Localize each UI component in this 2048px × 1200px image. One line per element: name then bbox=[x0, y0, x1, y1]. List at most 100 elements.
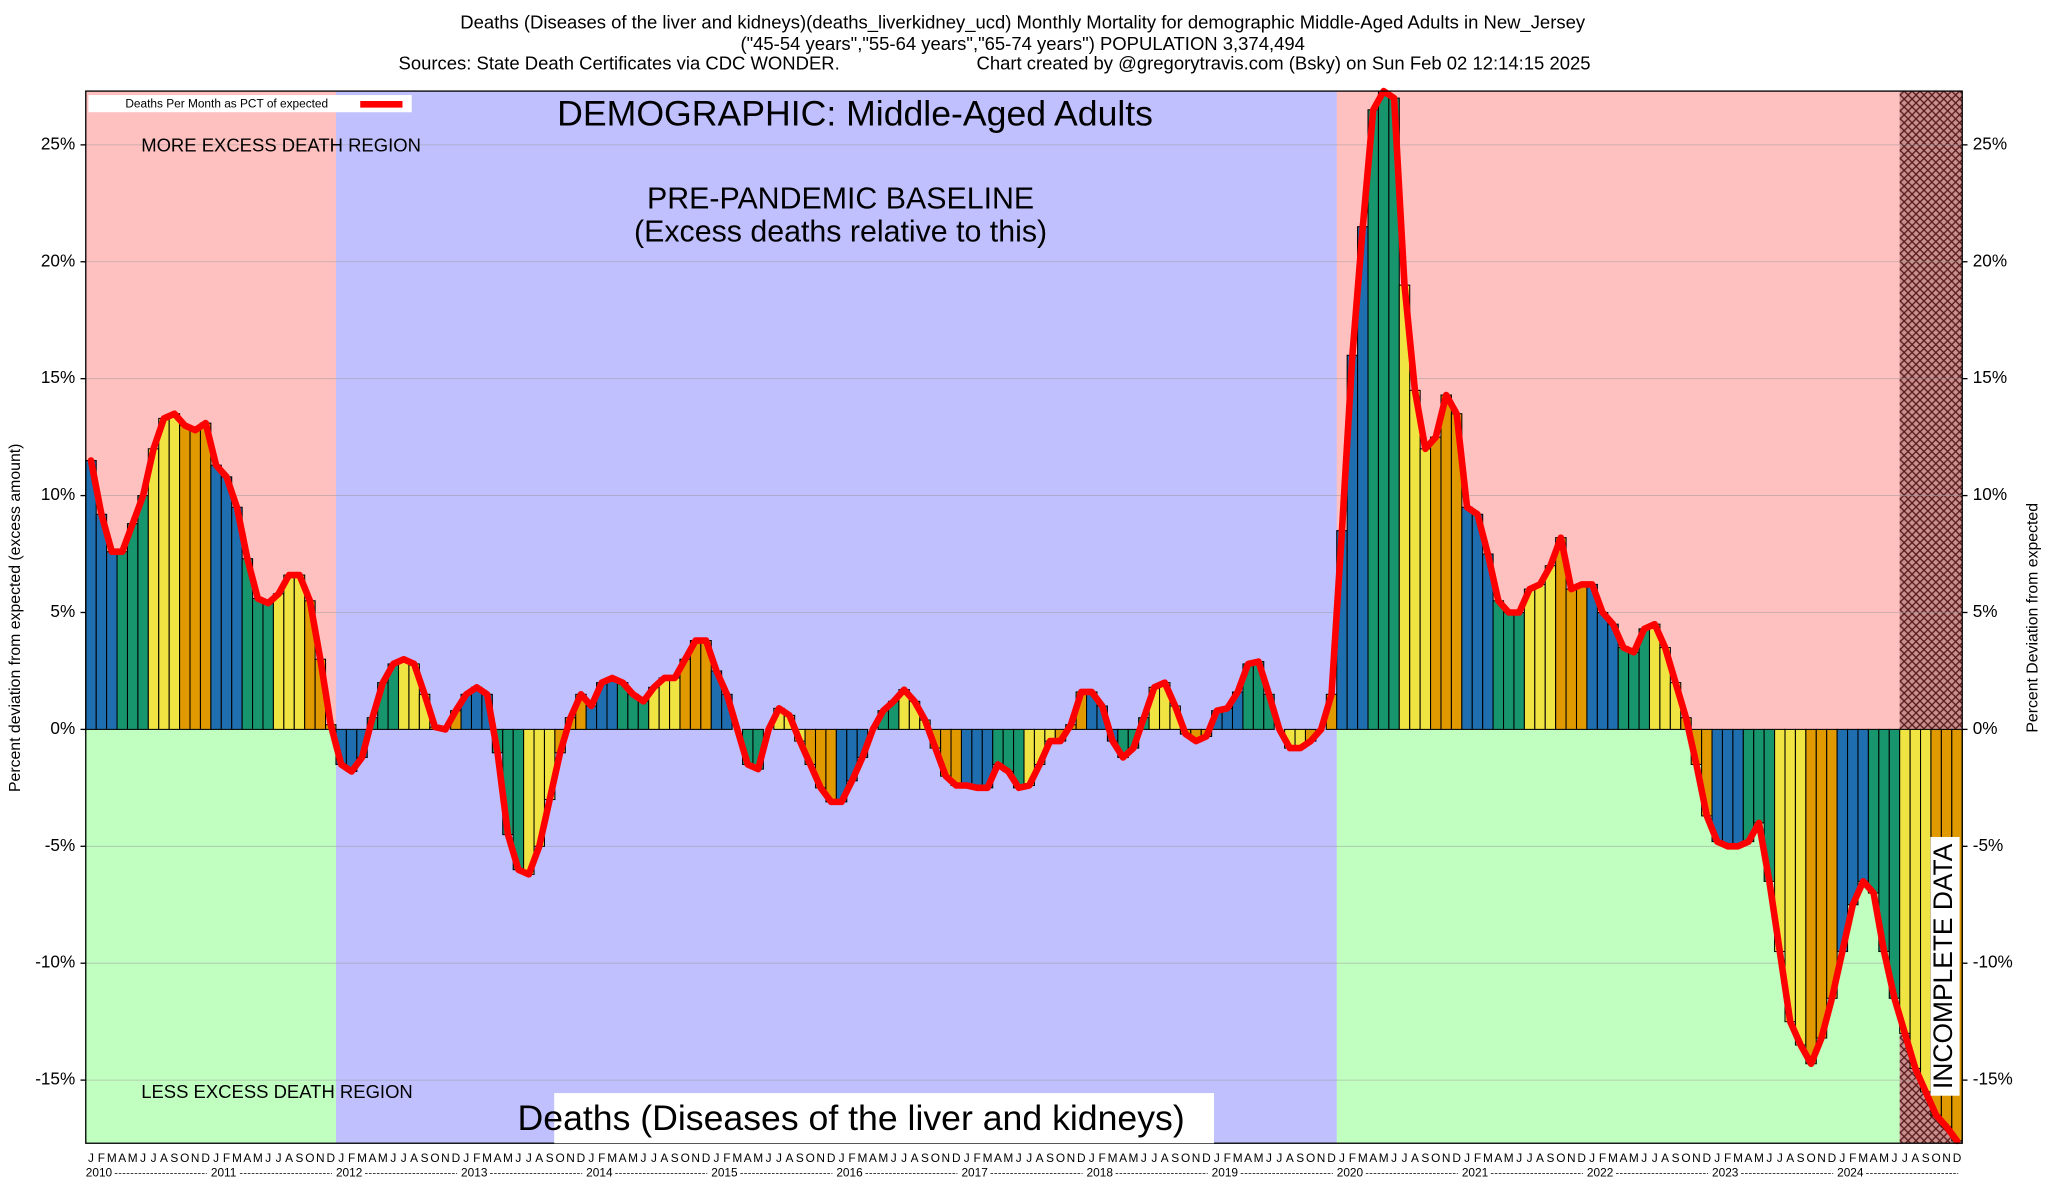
x-tick-label: M bbox=[107, 1151, 117, 1165]
y-axis-label: Percent deviation from expected (excess … bbox=[7, 444, 24, 792]
x-tick-label: F bbox=[223, 1151, 230, 1165]
x-tick-label: S bbox=[1421, 1151, 1429, 1165]
x-tick-label: J bbox=[1339, 1151, 1345, 1165]
x-tick-label: F bbox=[1474, 1151, 1481, 1165]
x-tick-label: N bbox=[191, 1151, 200, 1165]
bar bbox=[85, 459, 97, 730]
baseline-label: PRE-PANDEMIC BASELINE bbox=[647, 183, 1034, 216]
x-tick-label: J bbox=[140, 1151, 146, 1165]
x-tick-label: S bbox=[671, 1151, 679, 1165]
x-tick-label: J bbox=[588, 1151, 594, 1165]
x-tick-label: M bbox=[232, 1151, 242, 1165]
x-tick-label: S bbox=[1546, 1151, 1554, 1165]
bar bbox=[397, 658, 410, 730]
bar bbox=[1617, 647, 1630, 730]
x-tick-label: M bbox=[1608, 1151, 1618, 1165]
x-tick-label: S bbox=[296, 1151, 304, 1165]
bar bbox=[1899, 728, 1911, 1034]
x-tick-label: M bbox=[1733, 1151, 1743, 1165]
x-tick-label: J bbox=[88, 1151, 94, 1165]
y2-axis-label: Percent Deviation from expected bbox=[2025, 503, 2042, 733]
bar bbox=[1826, 728, 1838, 999]
x-tick-label: N bbox=[1567, 1151, 1576, 1165]
bottom-label: Deaths (Diseases of the liver and kidney… bbox=[518, 1098, 1185, 1138]
x-tick-label: D bbox=[1577, 1151, 1586, 1165]
x-tick-label: M bbox=[1504, 1151, 1514, 1165]
x-year-label: 2018 bbox=[1087, 1166, 1114, 1180]
x-tick-label: F bbox=[1349, 1151, 1356, 1165]
bar bbox=[199, 422, 212, 730]
x-tick-label: A bbox=[1244, 1151, 1252, 1165]
x-tick-label: J bbox=[338, 1151, 344, 1165]
bar bbox=[293, 574, 306, 730]
bar bbox=[992, 728, 1004, 765]
x-tick-label: J bbox=[1402, 1151, 1408, 1165]
x-tick-label: D bbox=[1828, 1151, 1837, 1165]
x-tick-label: F bbox=[1724, 1151, 1731, 1165]
x-tick-label: J bbox=[265, 1151, 271, 1165]
bar bbox=[1409, 389, 1421, 730]
x-tick-label: O bbox=[430, 1151, 439, 1165]
x-tick-label: N bbox=[816, 1151, 825, 1165]
x-tick-label: A bbox=[1119, 1151, 1127, 1165]
bar bbox=[960, 728, 973, 787]
bar bbox=[220, 476, 233, 730]
bar bbox=[106, 551, 118, 730]
y2-tick-label: 15% bbox=[1973, 367, 2007, 387]
x-tick-label: O bbox=[681, 1151, 690, 1165]
bar bbox=[147, 448, 160, 730]
bar bbox=[1794, 728, 1807, 1046]
x-tick-label: S bbox=[1922, 1151, 1930, 1165]
x-tick-label: A bbox=[1161, 1151, 1169, 1165]
x-tick-label: D bbox=[577, 1151, 586, 1165]
bar bbox=[1836, 728, 1849, 953]
x-tick-label: M bbox=[1858, 1151, 1868, 1165]
y2-tick-label: 5% bbox=[1973, 601, 1998, 621]
y2-tick-label: 10% bbox=[1973, 484, 2007, 504]
y-tick-label: -10% bbox=[35, 952, 75, 972]
x-tick-label: J bbox=[1766, 1151, 1772, 1165]
bar bbox=[1732, 728, 1744, 847]
x-year-label: 2015 bbox=[711, 1166, 738, 1180]
x-tick-label: O bbox=[1056, 1151, 1065, 1165]
bar bbox=[1628, 651, 1640, 730]
bar bbox=[252, 597, 264, 730]
bar bbox=[1461, 506, 1473, 730]
x-tick-label: S bbox=[796, 1151, 804, 1165]
x-tick-label: J bbox=[1151, 1151, 1157, 1165]
x-tick-label: O bbox=[806, 1151, 815, 1165]
y2-tick-label: -5% bbox=[1973, 835, 2003, 855]
x-tick-label: J bbox=[1026, 1151, 1032, 1165]
y-tick-label: 15% bbox=[41, 367, 75, 387]
x-tick-label: O bbox=[305, 1151, 314, 1165]
bar bbox=[1742, 728, 1755, 843]
x-year-label: 2012 bbox=[336, 1166, 362, 1180]
y2-tick-label: -15% bbox=[1973, 1069, 2013, 1089]
bar bbox=[523, 728, 535, 875]
bar bbox=[1805, 728, 1817, 1065]
x-tick-label: S bbox=[421, 1151, 429, 1165]
bar bbox=[585, 705, 598, 730]
x-tick-label: M bbox=[482, 1151, 492, 1165]
x-tick-label: S bbox=[1296, 1151, 1304, 1165]
x-tick-label: F bbox=[1099, 1151, 1106, 1165]
y-tick-label: 5% bbox=[50, 601, 75, 621]
x-tick-label: A bbox=[994, 1151, 1002, 1165]
less-region-label: LESS EXCESS DEATH REGION bbox=[141, 1081, 413, 1102]
x-tick-label: M bbox=[253, 1151, 263, 1165]
x-tick-label: O bbox=[931, 1151, 940, 1165]
x-tick-label: O bbox=[1556, 1151, 1565, 1165]
x-tick-label: D bbox=[702, 1151, 711, 1165]
x-tick-label: M bbox=[1003, 1151, 1013, 1165]
x-tick-label: O bbox=[1431, 1151, 1440, 1165]
x-tick-label: M bbox=[128, 1151, 138, 1165]
bar bbox=[606, 677, 618, 730]
x-tick-label: A bbox=[368, 1151, 376, 1165]
x-tick-label: J bbox=[766, 1151, 772, 1165]
x-tick-label: J bbox=[641, 1151, 647, 1165]
x-tick-label: A bbox=[869, 1151, 877, 1165]
x-tick-label: S bbox=[1046, 1151, 1054, 1165]
x-tick-label: N bbox=[1067, 1151, 1076, 1165]
x-tick-label: D bbox=[1077, 1151, 1086, 1165]
